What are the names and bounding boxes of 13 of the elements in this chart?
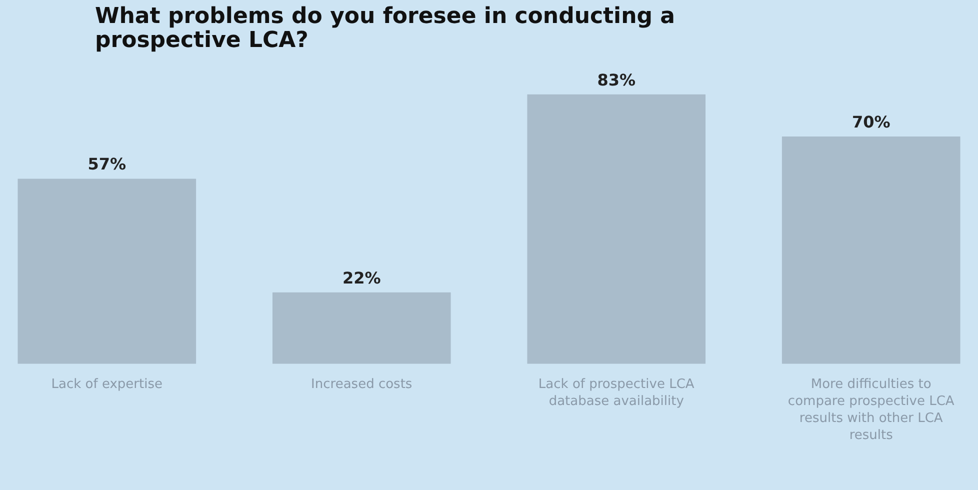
x-tick-label: More difficulties to compare prospective LCA results with other LCA results bbox=[788, 376, 954, 443]
bar bbox=[527, 94, 706, 364]
chart-title: What problems do you foresee in conducting a prospective LCA? bbox=[95, 4, 676, 53]
data-label: 57% bbox=[88, 154, 126, 174]
data-label: 83% bbox=[597, 70, 636, 90]
bar bbox=[782, 136, 960, 364]
data-label: 70% bbox=[852, 112, 890, 132]
bar bbox=[272, 292, 451, 364]
bar bbox=[18, 178, 196, 364]
data-label: 22% bbox=[342, 268, 381, 288]
x-tick-label: Lack of expertise bbox=[51, 376, 163, 392]
x-tick-label: Lack of prospective LCA database availability bbox=[538, 376, 694, 409]
x-tick-label: Increased costs bbox=[311, 376, 412, 392]
